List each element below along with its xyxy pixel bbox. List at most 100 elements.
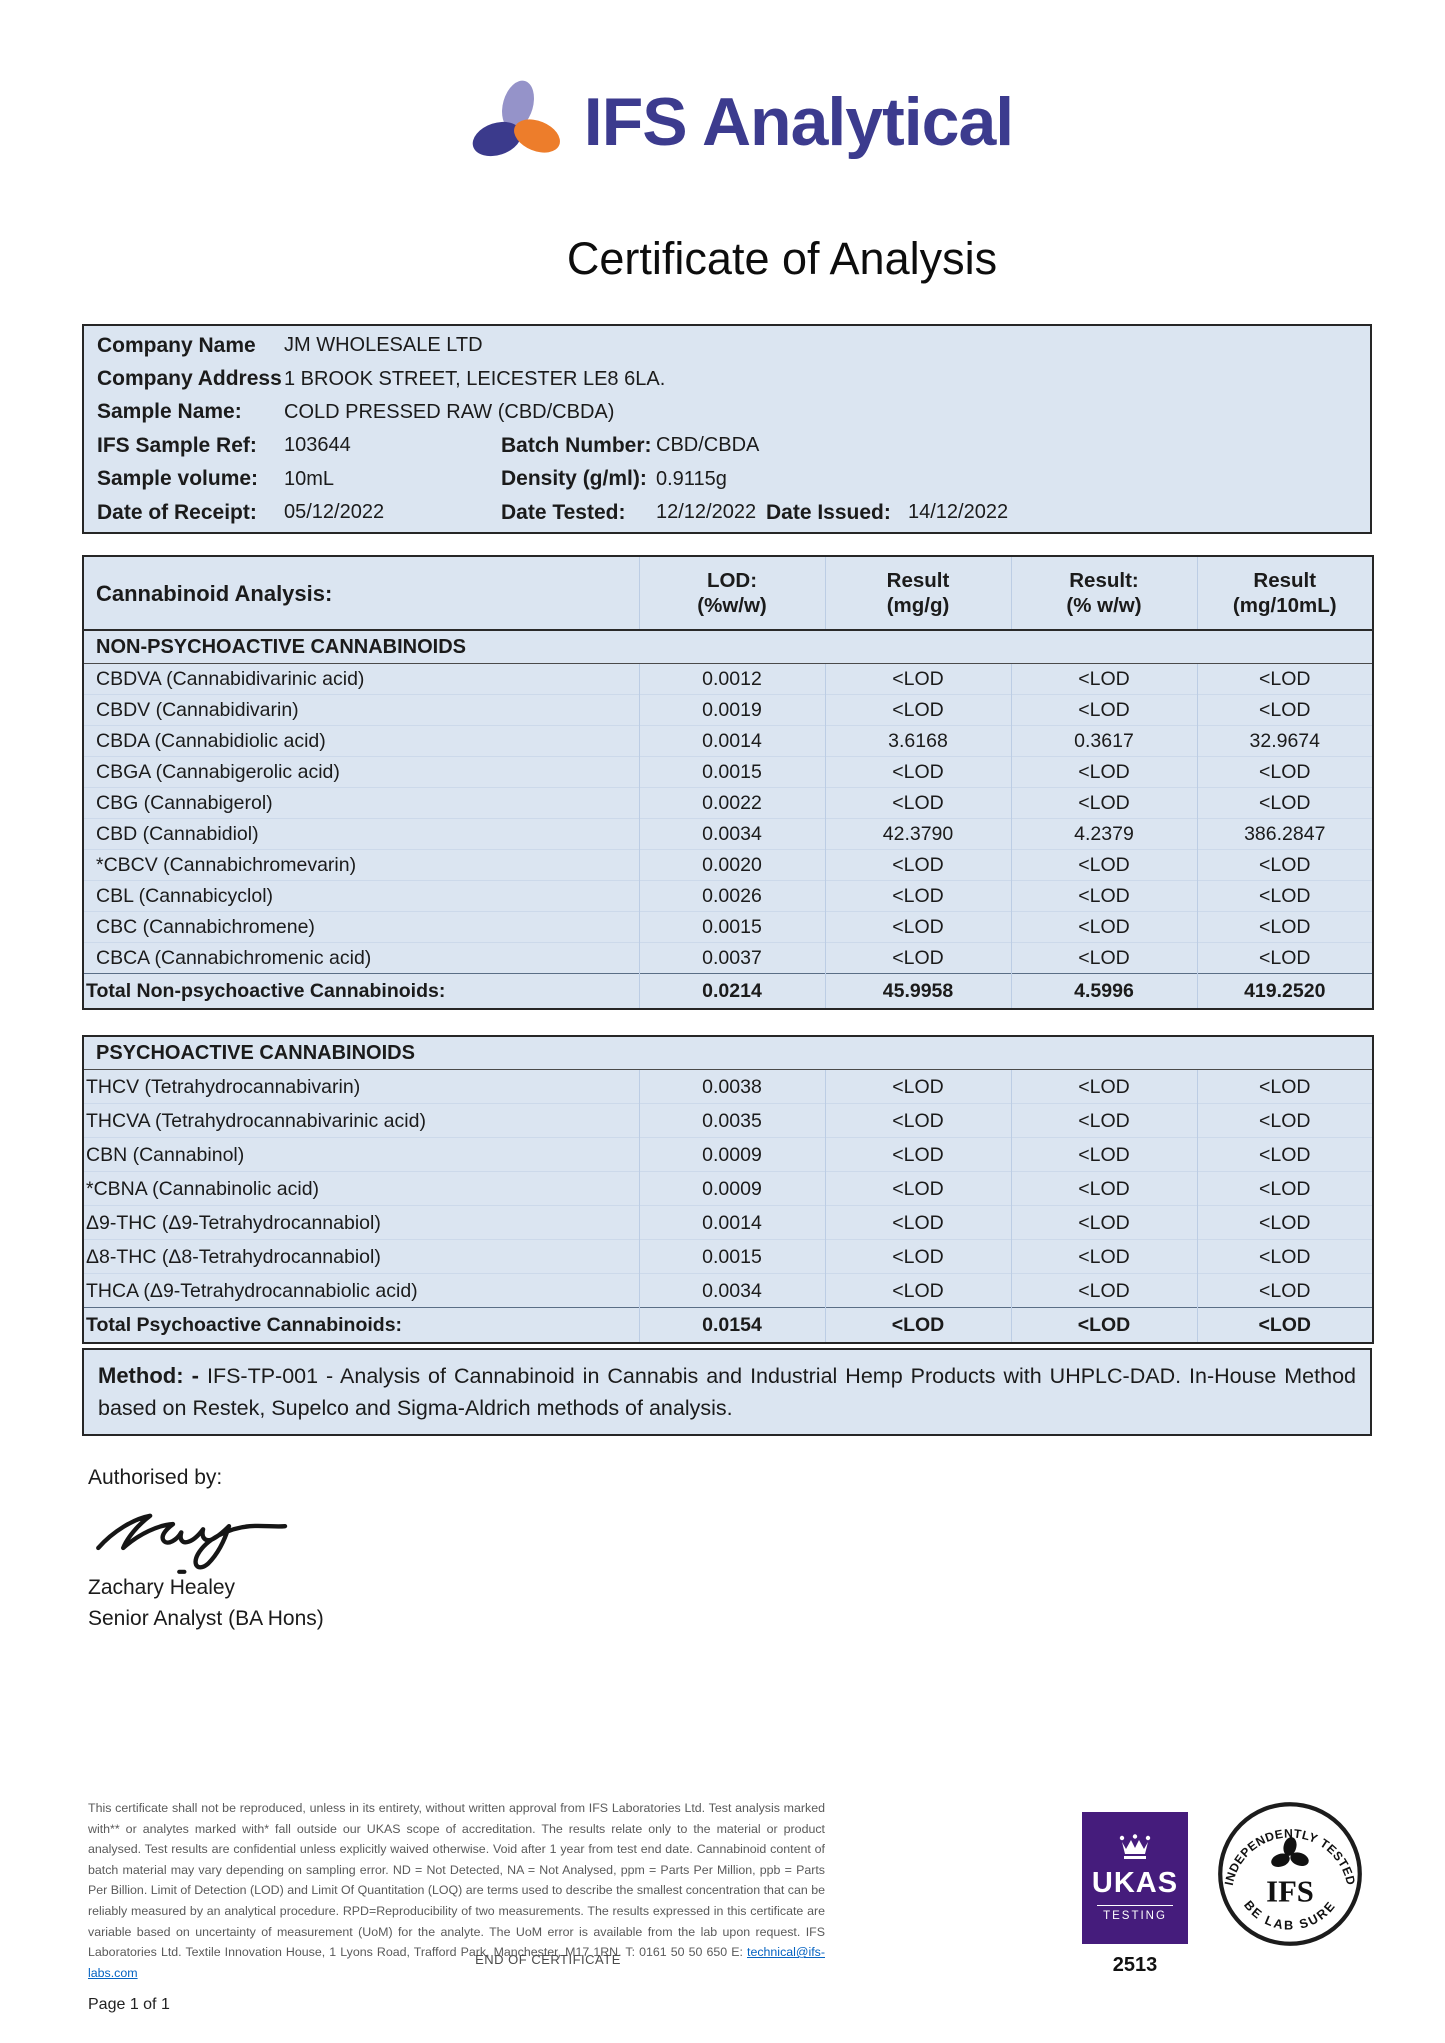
result-value-cell: 42.3790 [824,818,1011,850]
result-value-cell: <LOD [824,1239,1011,1274]
analyte-name-cell: *CBCV (Cannabichromevarin) [83,849,639,881]
info-row-company-address: Company Address 1 BROOK STREET, LEICESTE… [84,362,1370,395]
result-value-cell: <LOD [1196,880,1373,912]
info-label: Sample volume: [97,467,259,491]
analyte-name-cell: Δ8-THC (Δ8-Tetrahydrocannabiol) [83,1239,639,1274]
result-value-cell: <LOD [824,1307,1011,1343]
analyte-name-cell: CBD (Cannabidiol) [83,818,639,850]
result-value-cell: <LOD [824,1137,1011,1172]
result-value-cell: <LOD [824,1205,1011,1240]
analyte-row: CBL (Cannabicyclol) 0.0026 <LOD <LOD <LOD [83,880,1373,912]
info-value: 1 BROOK STREET, LEICESTER LE8 6LA. [284,367,666,390]
result-value-cell: <LOD [1196,1137,1373,1172]
result-value-cell: 0.0015 [638,911,825,943]
analyte-row: CBCA (Cannabichromenic acid) 0.0037 <LOD <L… [83,942,1373,974]
result-value-cell: 0.0009 [638,1137,825,1172]
result-value-cell: 0.0019 [638,694,825,726]
result-value-cell: <LOD [1196,911,1373,943]
info-label: Density (g/ml): [501,467,647,491]
analyte-row: CBC (Cannabichromene) 0.0015 <LOD <LOD <LOD [83,911,1373,943]
result-value-cell: 0.0020 [638,849,825,881]
result-value-cell: <LOD [1196,694,1373,726]
end-of-certificate: END OF CERTIFICATE [475,1952,621,1967]
result-value-cell: <LOD [1010,663,1197,695]
signature-scribble [96,1513,288,1574]
result-value-cell: <LOD [1010,694,1197,726]
info-label: IFS Sample Ref: [97,433,257,457]
analyte-name-cell: Δ9-THC (Δ9-Tetrahydrocannabiol) [83,1205,639,1240]
stamp-center-text: IFS [1266,1874,1314,1908]
info-value: CBD/CBDA [656,434,760,457]
page-title: Certificate of Analysis [566,233,998,284]
disclaimer-body: This certificate shall not be reproduced… [88,1801,825,1960]
result-value-cell: <LOD [1196,849,1373,881]
result-value-cell: 0.0015 [638,1239,825,1274]
result-value-cell: 0.0034 [638,818,825,850]
analyte-row: Δ9-THC (Δ9-Tetrahydrocannabiol) 0.0014 <LO… [83,1205,1373,1240]
info-row-sample-volume: Sample volume: 10mL Density (g/ml): 0.91… [84,463,1370,496]
email-link[interactable]: technical@ifs-labs.com [88,1945,825,1980]
result-value-cell: 0.0012 [638,663,825,695]
info-row-company-name: Company Name JM WHOLESALE LTD [84,329,1370,362]
col-header-result-mg10ml: Result (mg/10mL) [1196,556,1373,631]
method-text: IFS-TP-001 - Analysis of Cannabinoid in … [98,1364,1356,1420]
info-label: Date Issued: [766,500,891,524]
result-value-cell: <LOD [824,1273,1011,1308]
info-value: 14/12/2022 [908,501,1009,524]
info-label: Date Tested: [501,500,626,524]
info-label: Sample Name: [97,400,242,424]
ukas-wordmark: UKAS [1091,1867,1179,1899]
info-row-dates: Date of Receipt: 05/12/2022 Date Tested:… [84,496,1370,529]
info-label: Company Address [97,367,282,391]
result-value-cell: 0.0022 [638,787,825,819]
analyte-row: CBN (Cannabinol) 0.0009 <LOD <LOD <LOD [83,1137,1373,1172]
result-value-cell: <LOD [1010,1239,1197,1274]
result-value-cell: <LOD [824,663,1011,695]
brand-name: IFS Analytical [583,84,1014,160]
analyte-name-cell: CBDVA (Cannabidivarinic acid) [83,663,639,695]
result-value-cell: 4.5996 [1010,973,1197,1009]
result-value-cell: 0.0026 [638,880,825,912]
info-value: 103644 [284,434,351,457]
result-value-cell: 0.0214 [638,973,825,1009]
ukas-testing-label: TESTING [1096,1905,1174,1922]
result-value-cell: <LOD [824,787,1011,819]
result-value-cell: 4.2379 [1010,818,1197,850]
result-value-cell: <LOD [1010,756,1197,788]
analyte-name-cell: CBG (Cannabigerol) [83,787,639,819]
analyte-name-cell: *CBNA (Cannabinolic acid) [83,1171,639,1206]
sample-info-table: Company Name JM WHOLESALE LTD Company Ad… [82,324,1372,535]
analyte-name-cell: THCV (Tetrahydrocannabivarin) [83,1069,639,1104]
result-value-cell: <LOD [1196,787,1373,819]
ifs-logo-icon [472,80,560,157]
analyte-row: THCA (Δ9-Tetrahydrocannabiolic acid) 0.00… [83,1273,1373,1308]
page-number: Page 1 of 1 [88,1996,170,2013]
section-header-psych: PSYCHOACTIVE CANNABINOIDS [83,1036,1373,1070]
result-value-cell: <LOD [1010,1137,1197,1172]
total-row: Total Psychoactive Cannabinoids: 0.0154 <L… [83,1307,1373,1343]
result-value-cell: 0.3617 [1010,725,1197,757]
result-value-cell: 0.0035 [638,1103,825,1138]
psychoactive-table: PSYCHOACTIVE CANNABINOIDS THCV (Tetrahyd… [82,1035,1374,1344]
info-value: COLD PRESSED RAW (CBD/CBDA) [284,400,615,423]
result-value-cell: <LOD [824,1103,1011,1138]
result-value-cell: 32.9674 [1196,725,1373,757]
info-value: 05/12/2022 [284,501,385,524]
col-header-result-mgg: Result (mg/g) [824,556,1011,631]
result-value-cell: <LOD [1196,1307,1373,1343]
result-value-cell: <LOD [824,942,1011,974]
analyte-row: CBD (Cannabidiol) 0.0034 42.3790 4.2379 386.… [83,818,1373,850]
analysis-header-row: Cannabinoid Analysis: LOD: (%w/w) Result(… [83,556,1373,631]
result-value-cell: <LOD [1010,911,1197,943]
ukas-accreditation-mark: UKAS TESTING [1082,1812,1188,1944]
result-value-cell: <LOD [1010,1069,1197,1104]
result-value-cell: 0.0014 [638,725,825,757]
analyst-name: Zachary Healey [88,1576,236,1599]
analyte-name-cell: CBDV (Cannabidivarin) [83,694,639,726]
result-value-cell: <LOD [1010,1103,1197,1138]
result-value-cell: <LOD [1196,1273,1373,1308]
analyst-title: Senior Analyst (BA Hons) [88,1607,324,1630]
result-value-cell: <LOD [1196,1239,1373,1274]
result-value-cell: <LOD [1010,1171,1197,1206]
ukas-lab-number: 2513 [1112,1954,1158,1976]
